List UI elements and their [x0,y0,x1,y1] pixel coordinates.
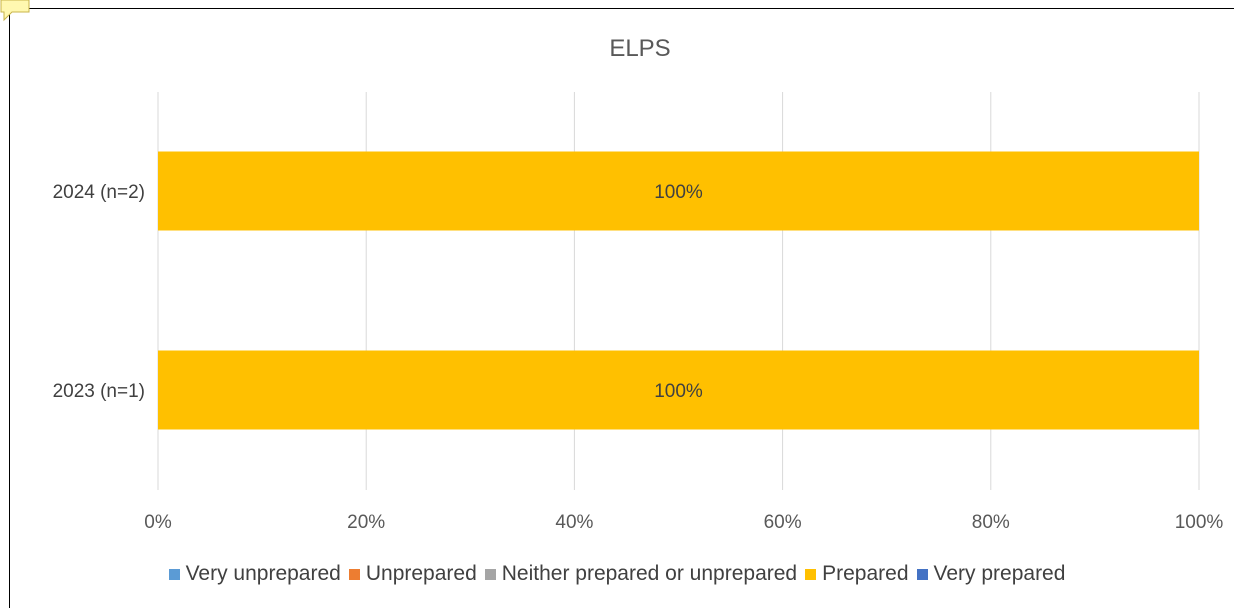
x-tick-label: 60% [764,512,802,533]
data-labels: 100% 100% [654,182,703,402]
chart-title: ELPS [609,35,670,62]
legend-swatch [348,568,360,580]
data-label: 100% [654,381,703,402]
x-tick-label: 100% [1175,512,1224,533]
legend-item: Very prepared [916,562,1066,586]
chart-area-frame [9,8,1234,608]
bars [158,151,1199,430]
legend-label: Very prepared [933,562,1066,585]
legend: Very unprepared Unprepared Neither prepare… [0,562,1234,586]
legend-item: Unprepared [348,562,477,586]
category-label: 2023 (n=1) [53,381,145,402]
legend-swatch [805,568,817,580]
legend-label: Prepared [822,562,909,585]
x-tick-label: 20% [347,512,385,533]
legend-item: Very unprepared [168,562,341,586]
comment-marker-icon[interactable] [0,0,32,22]
x-tick-label: 0% [144,512,172,533]
legend-swatch [484,568,496,580]
legend-label: Unprepared [365,562,477,585]
legend-item: Neither prepared or unprepared [484,562,798,586]
data-label: 100% [654,182,703,203]
legend-label: Very unprepared [185,562,341,585]
bar-segment [158,151,1199,231]
legend-swatch [916,568,928,580]
x-tick-label: 40% [555,512,593,533]
category-labels: 2024 (n=2) 2023 (n=1) [53,182,145,402]
bar-segment [158,350,1199,430]
x-tick-labels: 0% 20% 40% 60% 80% 100% [144,512,1223,533]
legend-label: Neither prepared or unprepared [501,562,798,585]
legend-swatch [168,568,180,580]
legend-item: Prepared [805,562,909,586]
category-label: 2024 (n=2) [53,182,145,203]
x-tick-label: 80% [972,512,1010,533]
